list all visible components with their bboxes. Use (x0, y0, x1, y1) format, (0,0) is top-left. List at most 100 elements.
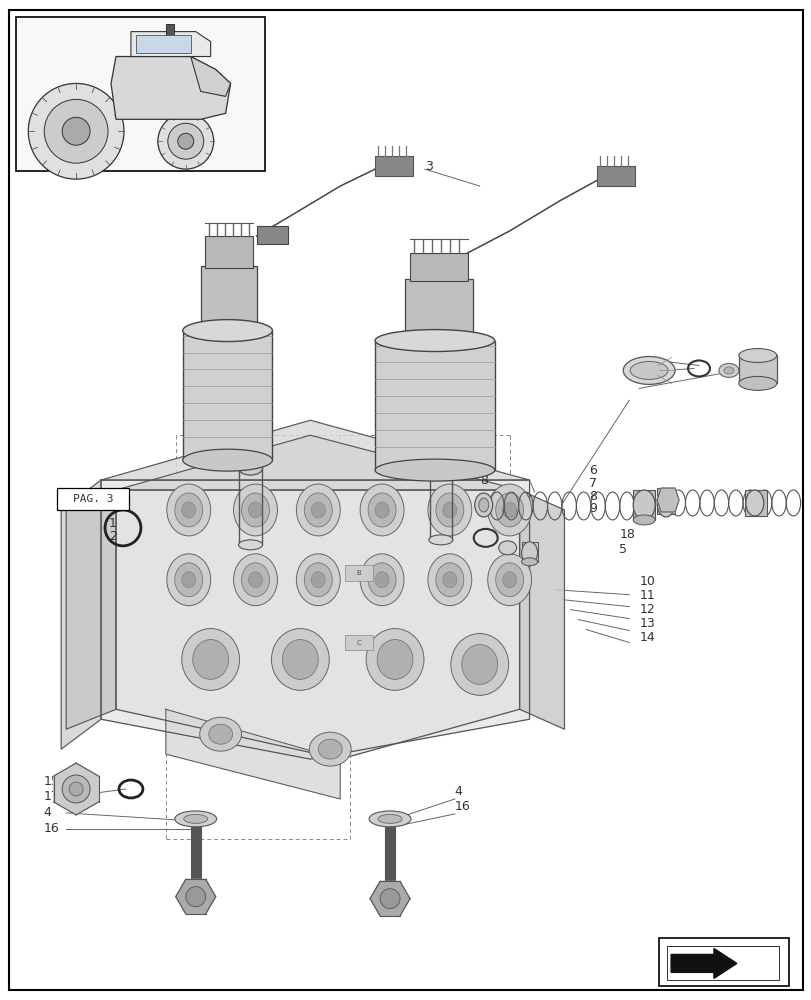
Polygon shape (66, 490, 116, 729)
Ellipse shape (633, 490, 654, 520)
Ellipse shape (745, 490, 763, 516)
Ellipse shape (375, 502, 388, 518)
Circle shape (62, 117, 90, 145)
Ellipse shape (367, 493, 396, 527)
Polygon shape (131, 32, 210, 57)
Bar (165, 24, 174, 46)
Ellipse shape (378, 814, 401, 823)
Polygon shape (186, 897, 205, 914)
Polygon shape (519, 490, 564, 729)
Circle shape (186, 887, 205, 907)
Ellipse shape (174, 563, 203, 597)
Ellipse shape (718, 363, 738, 377)
Polygon shape (165, 709, 340, 799)
Ellipse shape (478, 498, 488, 512)
Circle shape (178, 133, 194, 149)
Text: 12: 12 (638, 603, 654, 616)
Ellipse shape (271, 629, 328, 690)
Ellipse shape (360, 484, 404, 536)
Bar (744, 490, 766, 516)
Polygon shape (667, 946, 778, 980)
Circle shape (157, 113, 213, 169)
Ellipse shape (498, 541, 516, 555)
Polygon shape (175, 897, 195, 914)
Polygon shape (76, 789, 98, 815)
Bar (597, 166, 634, 186)
Text: 1: 1 (109, 517, 117, 530)
Ellipse shape (442, 502, 457, 518)
Polygon shape (54, 776, 76, 802)
Ellipse shape (309, 732, 350, 766)
Text: 13: 13 (638, 617, 654, 630)
Text: 11: 11 (638, 589, 654, 602)
Polygon shape (191, 57, 230, 96)
Polygon shape (670, 948, 736, 978)
Ellipse shape (296, 554, 340, 606)
Text: 4: 4 (454, 785, 462, 798)
Polygon shape (175, 879, 195, 897)
Ellipse shape (495, 563, 523, 597)
Text: 18: 18 (619, 528, 634, 541)
Bar (182, 331, 272, 460)
Bar (659, 938, 787, 986)
Polygon shape (389, 881, 410, 899)
Polygon shape (116, 435, 519, 490)
Bar (738, 355, 776, 383)
Ellipse shape (200, 717, 241, 751)
Ellipse shape (495, 493, 523, 527)
Ellipse shape (656, 489, 674, 517)
Ellipse shape (375, 330, 494, 352)
Bar (375, 341, 494, 470)
Ellipse shape (375, 572, 388, 588)
Ellipse shape (304, 563, 332, 597)
Bar (57, 488, 129, 510)
Circle shape (62, 775, 90, 803)
Ellipse shape (282, 640, 318, 679)
Bar (410, 253, 467, 281)
Circle shape (380, 889, 400, 909)
Ellipse shape (360, 554, 404, 606)
Text: 16: 16 (454, 800, 470, 813)
Ellipse shape (487, 484, 531, 536)
Ellipse shape (311, 502, 325, 518)
Text: 15: 15 (43, 775, 59, 788)
Ellipse shape (182, 629, 239, 690)
Polygon shape (116, 490, 519, 759)
Ellipse shape (182, 320, 272, 342)
Ellipse shape (182, 449, 272, 471)
Text: B: B (356, 570, 361, 576)
Bar (345, 635, 372, 650)
Polygon shape (101, 420, 529, 480)
Text: 5: 5 (619, 543, 626, 556)
Ellipse shape (234, 484, 277, 536)
Circle shape (28, 83, 124, 179)
Ellipse shape (521, 558, 537, 566)
Polygon shape (370, 881, 389, 899)
Polygon shape (195, 897, 216, 914)
Ellipse shape (428, 461, 453, 475)
Bar (345, 565, 372, 581)
Ellipse shape (366, 629, 423, 690)
Polygon shape (76, 763, 98, 789)
Ellipse shape (304, 493, 332, 527)
Bar (135, 35, 191, 53)
Ellipse shape (241, 493, 269, 527)
Text: 7: 7 (589, 477, 597, 490)
Ellipse shape (367, 563, 396, 597)
Ellipse shape (723, 367, 733, 374)
Text: 16: 16 (43, 822, 59, 835)
Ellipse shape (428, 535, 453, 545)
Polygon shape (656, 488, 678, 512)
Ellipse shape (629, 361, 667, 379)
Ellipse shape (192, 640, 229, 679)
Polygon shape (54, 763, 76, 789)
Bar (405, 279, 472, 344)
Ellipse shape (248, 502, 262, 518)
Ellipse shape (234, 554, 277, 606)
Text: 2: 2 (109, 530, 117, 543)
Ellipse shape (436, 563, 463, 597)
Polygon shape (186, 879, 205, 897)
Text: 8: 8 (589, 490, 597, 503)
Bar (204, 236, 252, 268)
Ellipse shape (248, 572, 262, 588)
